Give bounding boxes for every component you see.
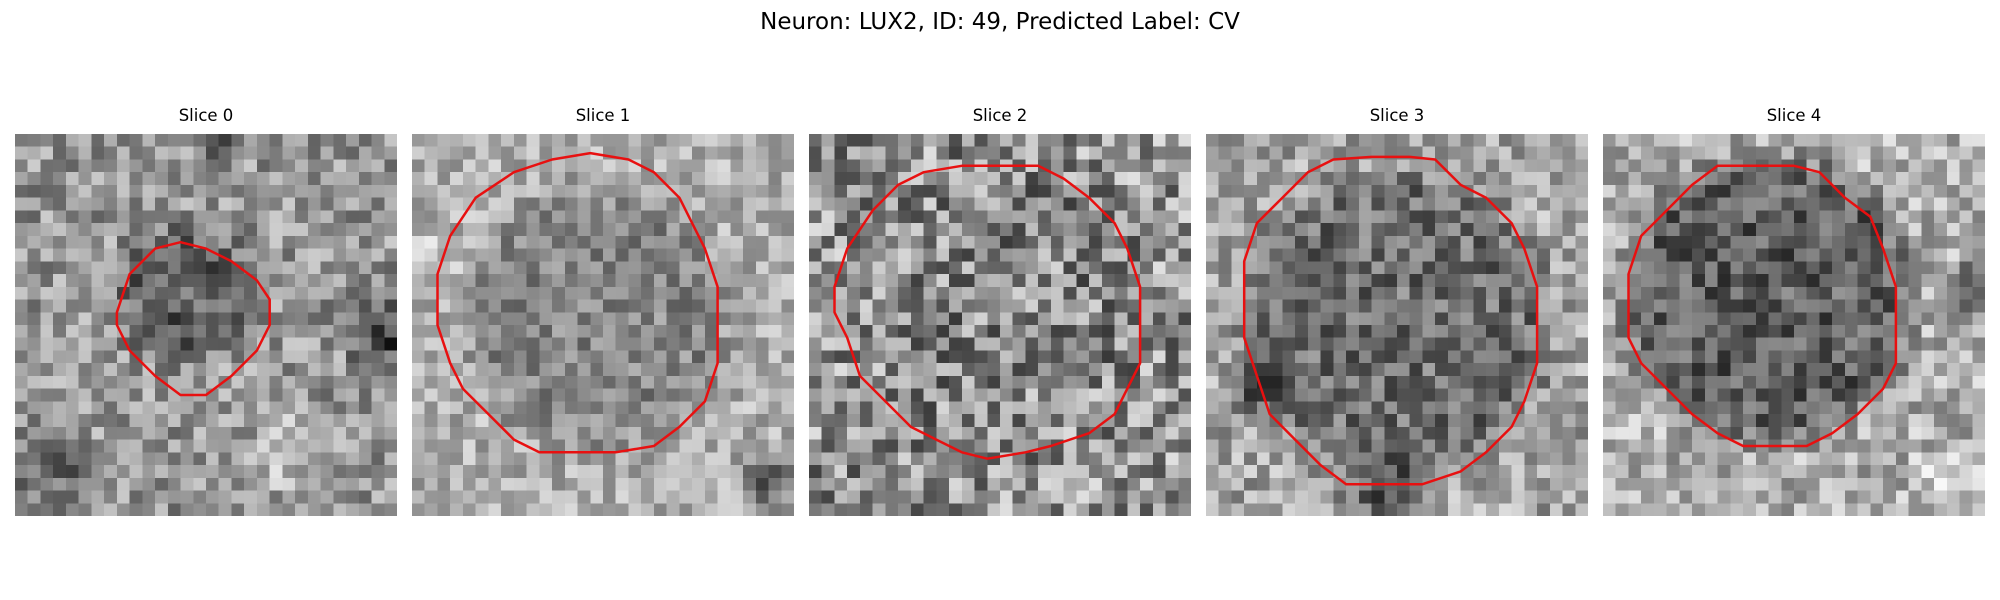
slice-svg-1 xyxy=(412,134,794,516)
slice-svg-3 xyxy=(1206,134,1588,516)
slice-panel-0: Slice 0 xyxy=(15,106,397,516)
slice-title-0: Slice 0 xyxy=(178,106,234,125)
slice-title-1: Slice 1 xyxy=(575,106,631,125)
slice-image-4 xyxy=(1603,134,1985,516)
roi-outline-3 xyxy=(1242,155,1539,486)
slice-panel-3: Slice 3 xyxy=(1206,106,1588,516)
roi-outline-2 xyxy=(833,164,1142,460)
figure-title: Neuron: LUX2, ID: 49, Predicted Label: C… xyxy=(760,9,1240,35)
slice-panel-2: Slice 2 xyxy=(809,106,1191,516)
slice-title-3: Slice 3 xyxy=(1369,106,1425,125)
slice-image-0 xyxy=(15,134,397,516)
slice-svg-4 xyxy=(1603,134,1985,516)
roi-outline-1 xyxy=(436,151,719,454)
slice-pixels-2 xyxy=(809,134,1191,516)
slice-svg-2 xyxy=(809,134,1191,516)
slice-image-2 xyxy=(809,134,1191,516)
slice-image-3 xyxy=(1206,134,1588,516)
slice-svg-0 xyxy=(15,134,397,516)
slice-title-4: Slice 4 xyxy=(1766,106,1822,125)
slice-pixels-4 xyxy=(1603,134,1985,516)
roi-outline-0 xyxy=(115,240,271,397)
slice-panel-1: Slice 1 xyxy=(412,106,794,516)
slice-title-2: Slice 2 xyxy=(972,106,1028,125)
slice-pixels-1 xyxy=(412,134,794,516)
slice-panel-4: Slice 4 xyxy=(1603,106,1985,516)
slice-image-1 xyxy=(412,134,794,516)
roi-outline-4 xyxy=(1627,164,1898,448)
slice-pixels-0 xyxy=(15,134,397,516)
slice-pixels-3 xyxy=(1206,134,1588,516)
